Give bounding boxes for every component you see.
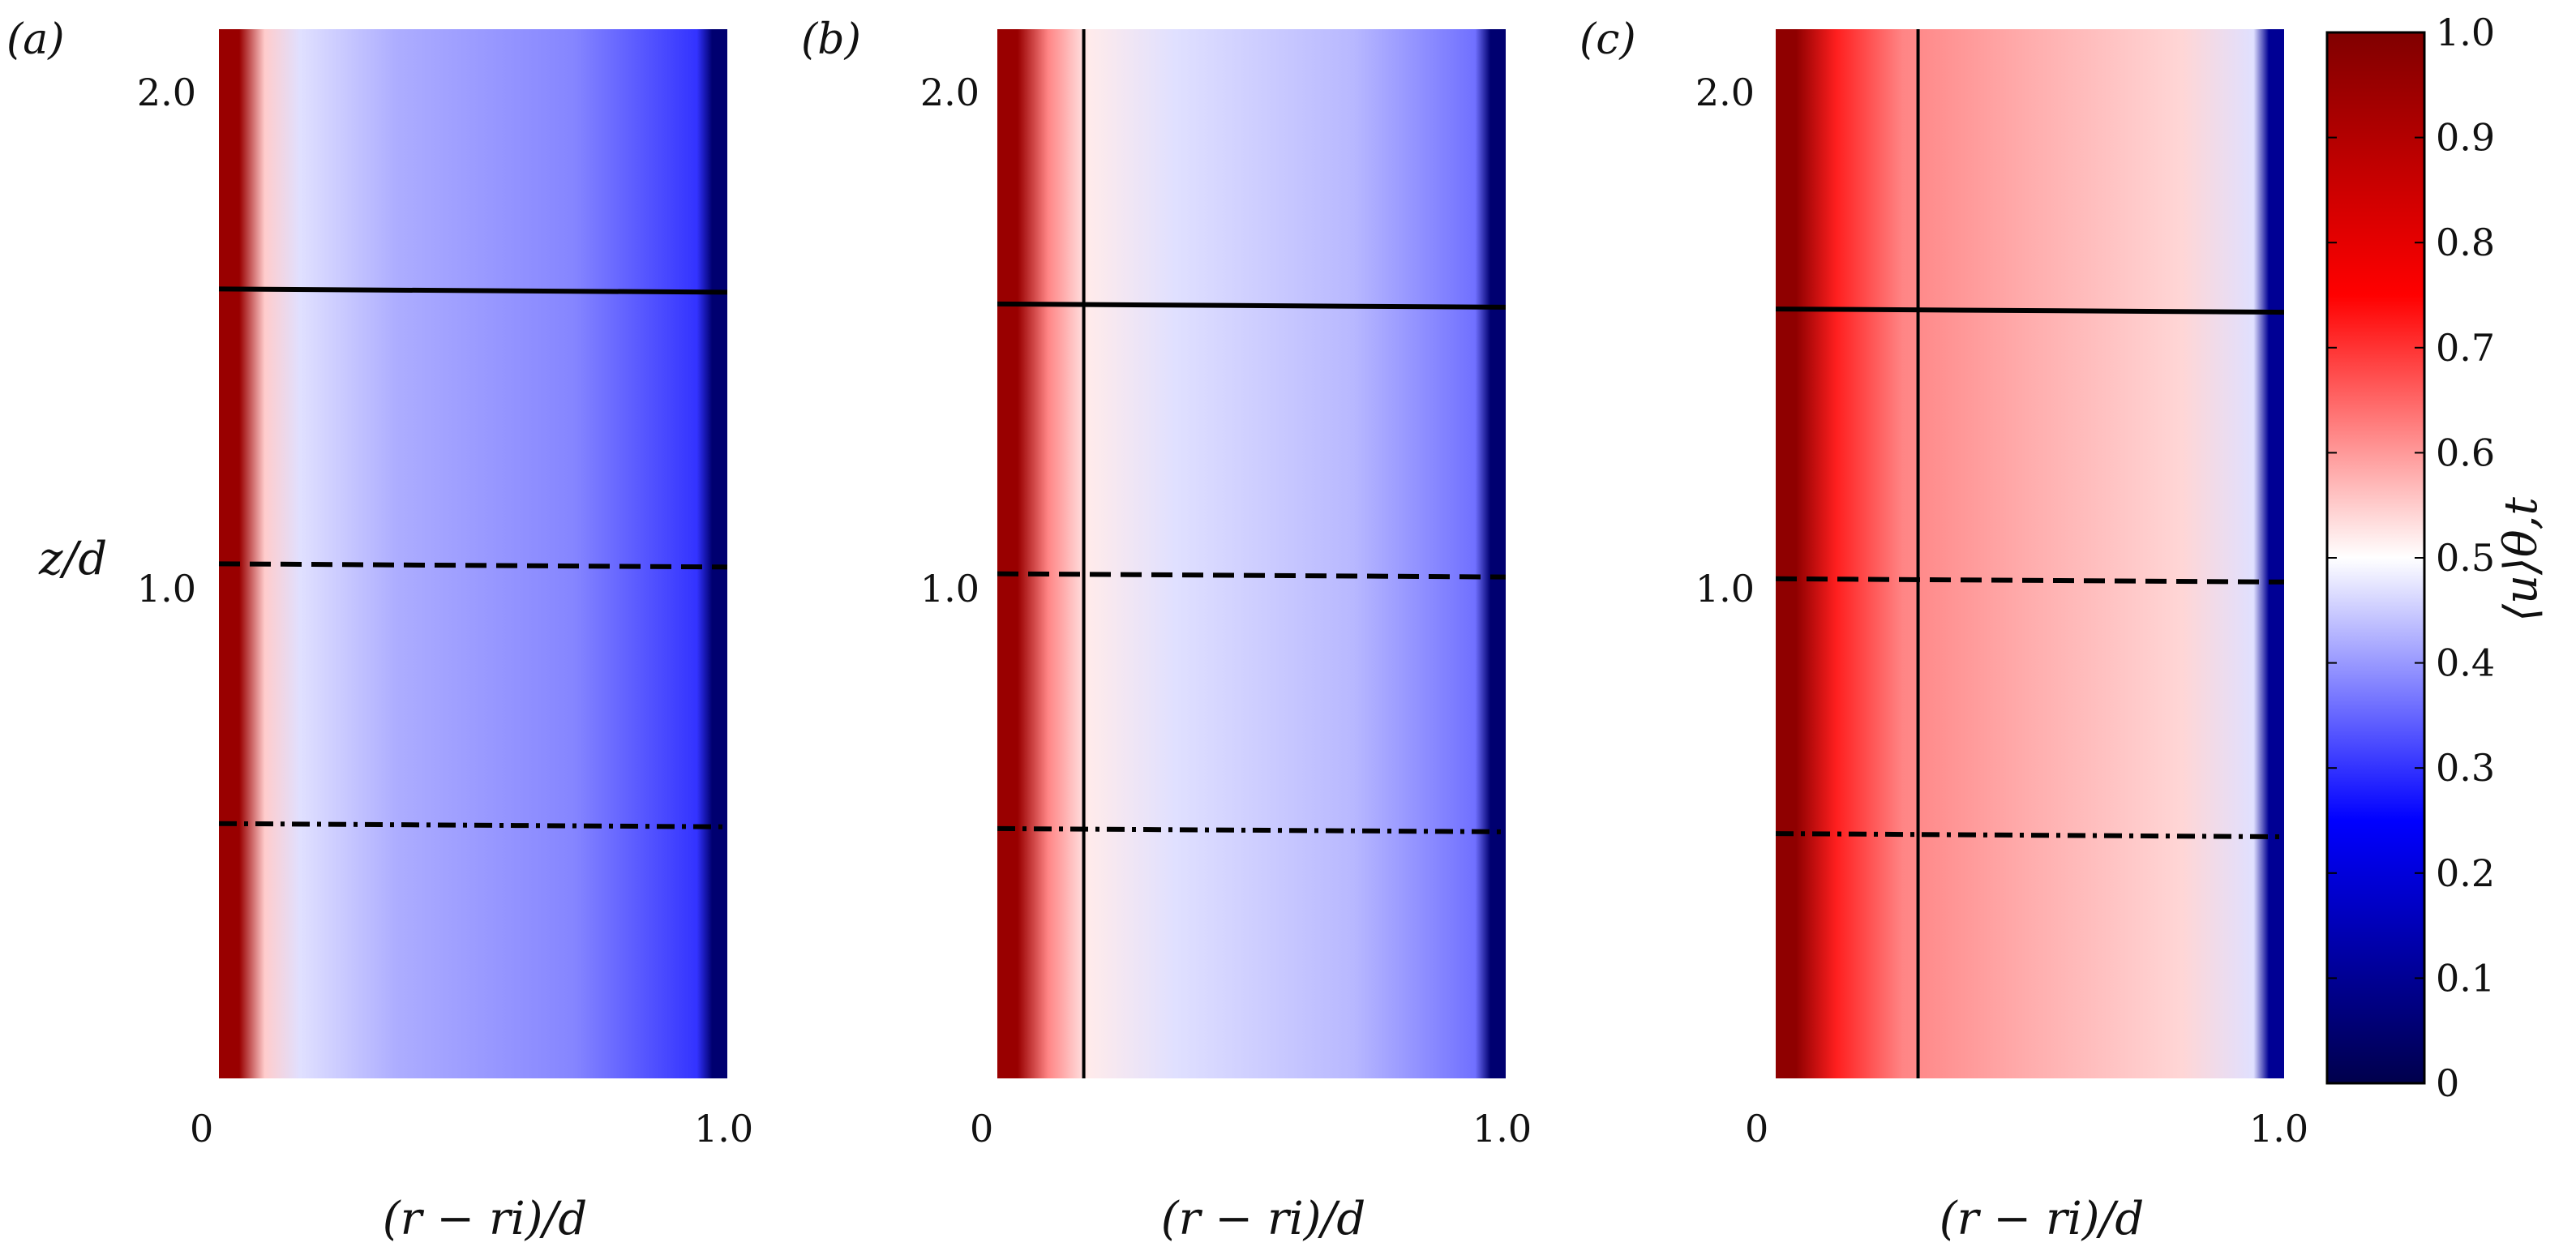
colorbar-tick-label: 0 <box>2436 1061 2459 1105</box>
panel-label: (b) <box>801 15 861 64</box>
x-tick-label: 0 <box>1745 1107 1768 1151</box>
heatmap-field <box>997 29 1506 1078</box>
dashdot-horizontal-line <box>218 821 728 829</box>
y-tick-label: 2.0 <box>137 71 196 114</box>
colorbar-tick-label: 0.9 <box>2436 116 2495 160</box>
horizontal-lines <box>1775 306 2285 840</box>
panel-label: (a) <box>6 15 65 64</box>
colorbar-tick-label: 0.6 <box>2436 431 2495 474</box>
solid-horizontal-line <box>1775 306 2285 315</box>
y-tick-label: 2.0 <box>1695 71 1755 114</box>
x-axis-label: (r − ri)/d <box>1940 1193 2144 1245</box>
colorbar-ticks: 0 0.1 0.2 0.3 0.4 0.5 0.6 0.7 0.8 0.9 1.0 <box>2327 11 2495 1105</box>
x-axis-label: (r − ri)/d <box>1161 1193 1365 1245</box>
colorbar-label: ⟨u⟩θ,t <box>2495 497 2548 622</box>
colorbar-tick-label: 0.3 <box>2436 746 2495 790</box>
y-tick-label: 1.0 <box>920 567 979 611</box>
colorbar-gradient <box>2325 31 2426 1085</box>
colorbar-tick-label: 0.8 <box>2436 221 2495 264</box>
y-tick-label: 2.0 <box>920 71 979 114</box>
colorbar-tick-label: 0.2 <box>2436 851 2495 895</box>
heatmap-field <box>1776 29 2284 1078</box>
colorbar-tick-label: 0.7 <box>2436 326 2495 370</box>
dashdot-horizontal-line <box>997 825 1507 834</box>
y-axis-label: z/d <box>38 533 107 585</box>
dashdot-horizontal-line <box>1775 831 2285 840</box>
y-tick-label: 1.0 <box>1695 567 1755 611</box>
horizontal-lines <box>218 286 728 829</box>
solid-horizontal-line <box>218 286 728 295</box>
horizontal-lines <box>997 301 1507 834</box>
dashed-horizontal-line <box>997 571 1507 580</box>
colorbar: 0 0.1 0.2 0.3 0.4 0.5 0.6 0.7 0.8 0.9 1.0 ⟨u⟩θ,t <box>2325 11 2548 1105</box>
solid-horizontal-line <box>997 301 1507 310</box>
x-axis-label: (r − ri)/d <box>383 1193 587 1245</box>
x-tick-label: 0 <box>190 1107 213 1151</box>
dashed-horizontal-line <box>1775 576 2285 585</box>
colorbar-tick-label: 0.4 <box>2436 641 2495 685</box>
heatmap-field <box>219 29 727 1078</box>
y-tick-label: 1.0 <box>137 567 196 611</box>
panel-b: (b) 2.0 1.0 0 1.0 (r − ri)/d <box>801 15 1532 1245</box>
dashed-horizontal-line <box>218 561 728 570</box>
x-tick-label: 1.0 <box>694 1107 753 1151</box>
colorbar-tick-label: 0.5 <box>2436 536 2495 580</box>
x-tick-label: 0 <box>970 1107 993 1151</box>
panel-c: (c) 2.0 1.0 0 1.0 (r − ri)/d <box>1579 15 2308 1245</box>
panel-label: (c) <box>1579 15 1636 64</box>
colorbar-tick-label: 1.0 <box>2436 11 2495 54</box>
x-tick-label: 1.0 <box>2249 1107 2308 1151</box>
panel-a: (a) 2.0 1.0 z/d 0 1.0 (r − ri)/d <box>6 15 753 1245</box>
colorbar-tick-label: 0.1 <box>2436 956 2495 1000</box>
x-tick-label: 1.0 <box>1472 1107 1532 1151</box>
